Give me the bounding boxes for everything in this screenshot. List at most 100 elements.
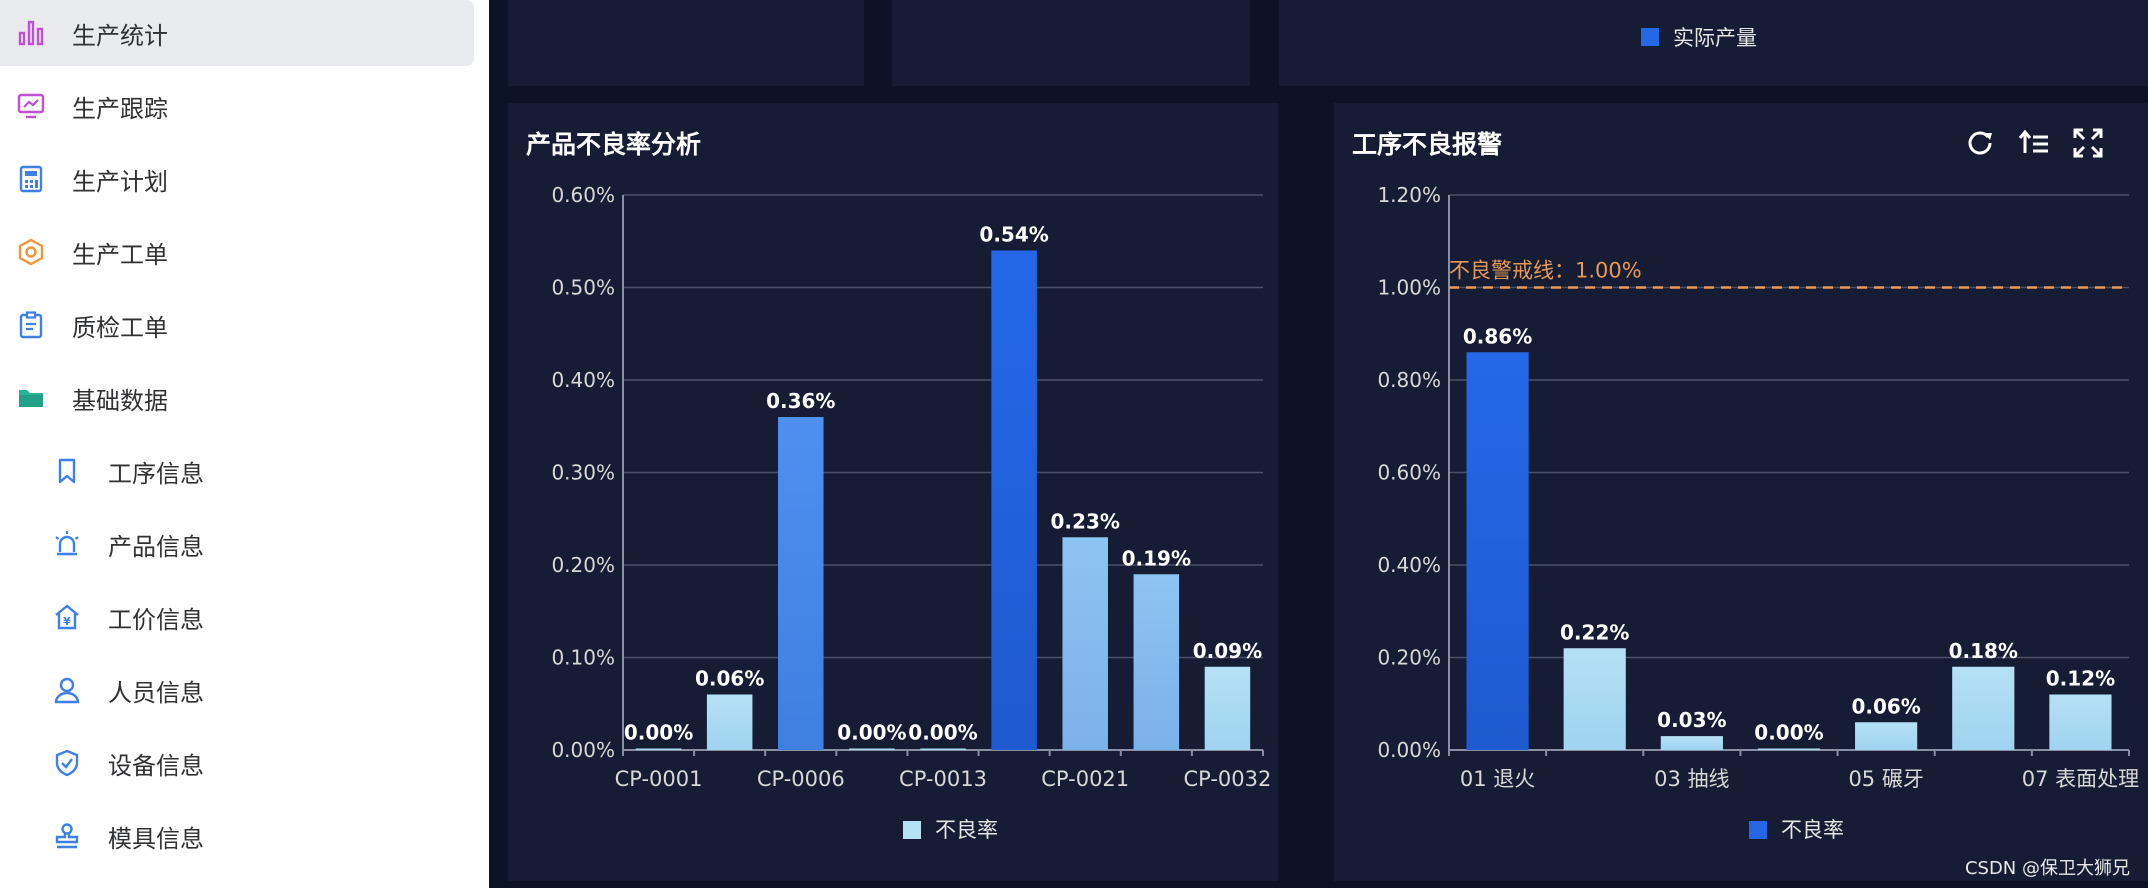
y-tick-label: 0.40%	[551, 368, 615, 392]
sort-icon[interactable]	[2018, 127, 2050, 159]
y-tick-label: 0.60%	[551, 183, 615, 207]
top-panel-2	[892, 0, 1250, 86]
sidebar-item-label: 生产工单	[72, 240, 168, 269]
sidebar-item-qc-orders[interactable]: 质检工单	[0, 292, 474, 358]
bar	[1952, 666, 2015, 750]
bar	[920, 748, 966, 750]
bookmark-icon	[52, 456, 82, 486]
svg-text:¥: ¥	[63, 615, 71, 628]
y-tick-label: 0.10%	[551, 646, 615, 670]
y-tick-label: 0.30%	[551, 461, 615, 485]
bar	[1204, 666, 1251, 750]
bar	[635, 748, 682, 750]
sidebar-item-base-data[interactable]: 基础数据	[0, 365, 474, 431]
clipboard-icon	[16, 310, 46, 340]
data-label: 0.00%	[837, 721, 906, 745]
data-label: 0.18%	[1949, 639, 2018, 663]
legend-swatch	[1749, 821, 1767, 839]
bar	[2049, 694, 2112, 750]
sidebar-item-production-stats[interactable]: 生产统计	[0, 0, 474, 66]
y-tick-label: 1.00%	[1377, 276, 1441, 300]
sidebar-subitem-equipment-info[interactable]: 设备信息	[0, 730, 474, 796]
bar	[991, 250, 1037, 750]
sidebar-subitem-staff-info[interactable]: 人员信息	[0, 657, 474, 723]
person-icon	[52, 675, 82, 705]
sidebar: 生产统计 生产跟踪 生产计划 生产工单 质检工单 基础数据 工序信息	[0, 0, 489, 888]
sidebar-item-label: 设备信息	[108, 751, 204, 780]
watermark: CSDN @保卫大狮兄	[1964, 858, 2130, 879]
sidebar-item-production-tracking[interactable]: 生产跟踪	[0, 73, 474, 139]
calculator-icon	[16, 164, 46, 194]
panel-title: 工序不良报警	[1352, 130, 1503, 159]
bar	[1563, 648, 1626, 750]
legend-swatch	[1641, 28, 1659, 46]
data-label: 0.12%	[2046, 667, 2115, 691]
data-label: 0.19%	[1122, 546, 1191, 570]
sidebar-item-label: 生产统计	[72, 21, 168, 50]
bar	[778, 417, 824, 750]
x-tick-label: CP-0013	[899, 767, 987, 791]
sidebar-subitem-price-info[interactable]: ¥ 工价信息	[0, 584, 474, 650]
top-panel-legend: 实际产量	[1641, 22, 1757, 52]
data-label: 0.00%	[624, 721, 693, 745]
process-alarm-panel: 工序不良报警 0.00% 0.20% 0.40% 0.60% 0.80% 1.00% 1.2…	[1334, 103, 2148, 881]
y-tick-label: 0.00%	[1377, 738, 1441, 762]
bar	[1466, 352, 1529, 750]
data-label: 0.23%	[1051, 509, 1120, 533]
sidebar-subitem-mold-info[interactable]: 模具信息	[0, 803, 474, 869]
x-tick-label: CP-0032	[1183, 767, 1271, 791]
sidebar-subitem-process-info[interactable]: 工序信息	[0, 438, 474, 504]
bar	[1660, 736, 1723, 750]
process-alarm-chart: 0.00% 0.20% 0.40% 0.60% 0.80% 1.00% 1.20% 0.86%…	[1377, 183, 2139, 842]
stamp-icon	[52, 821, 82, 851]
data-label: 0.36%	[766, 389, 835, 413]
alert-line-label: 不良警戒线：1.00%	[1449, 259, 1642, 283]
y-tick-label: 0.50%	[551, 276, 615, 300]
bar	[849, 748, 895, 750]
sidebar-item-label: 生产计划	[72, 167, 168, 196]
sidebar-item-label: 人员信息	[108, 678, 204, 707]
data-label: 0.06%	[695, 667, 764, 691]
fullscreen-icon[interactable]	[2072, 127, 2104, 159]
legend-swatch	[903, 821, 921, 839]
shield-check-icon	[52, 748, 82, 778]
sidebar-item-production-orders[interactable]: 生产工单	[0, 219, 474, 285]
sidebar-item-label: 生产跟踪	[72, 94, 168, 123]
bar-chart-icon	[16, 18, 46, 48]
bar	[1133, 574, 1180, 750]
x-tick-label: CP-0021	[1041, 767, 1129, 791]
bar	[1855, 722, 1918, 750]
sidebar-item-label: 质检工单	[72, 313, 168, 342]
y-tick-label: 0.60%	[1377, 461, 1441, 485]
x-tick-label: 05 碾牙	[1848, 767, 1923, 791]
x-tick-label: 01 退火	[1460, 767, 1535, 791]
y-tick-label: 1.20%	[1377, 183, 1441, 207]
y-tick-label: 0.80%	[1377, 368, 1441, 392]
legend-label: 不良率	[935, 818, 998, 842]
defect-rate-panel: 产品不良率分析 0.00% 0.10% 0.20% 0.30% 0.40% 0.50% 0.…	[508, 103, 1278, 881]
legend-label: 实际产量	[1673, 26, 1757, 50]
sidebar-item-production-plan[interactable]: 生产计划	[0, 146, 474, 212]
sidebar-item-label: 模具信息	[108, 824, 204, 853]
sidebar-item-label: 产品信息	[108, 532, 204, 561]
x-tick-label: 03 抽线	[1654, 767, 1729, 791]
top-panel-3: 实际产量	[1279, 0, 2148, 86]
x-tick-label: 07 表面处理	[2022, 767, 2139, 791]
x-tick-label: CP-0006	[757, 767, 845, 791]
panel-title: 产品不良率分析	[526, 130, 702, 159]
bar	[706, 694, 753, 750]
legend-label: 不良率	[1781, 818, 1844, 842]
folder-icon	[16, 383, 46, 413]
refresh-icon[interactable]	[1964, 127, 1996, 159]
data-label: 0.22%	[1560, 620, 1629, 644]
y-tick-label: 0.40%	[1377, 553, 1441, 577]
sidebar-subitem-product-info[interactable]: 产品信息	[0, 511, 474, 577]
data-label: 0.06%	[1851, 694, 1920, 718]
data-label: 0.03%	[1657, 708, 1726, 732]
x-tick-label: CP-0001	[615, 767, 703, 791]
top-panel-1	[508, 0, 864, 86]
sidebar-item-label: 工序信息	[108, 459, 204, 488]
defect-rate-chart: 0.00% 0.10% 0.20% 0.30% 0.40% 0.50% 0.60% 0.00%…	[551, 183, 1271, 842]
y-tick-label: 0.00%	[551, 738, 615, 762]
dashboard-main: 实际产量 产品不良率分析 0.00% 0.10% 0.20% 0.30% 0.40% 0.…	[489, 0, 2148, 888]
